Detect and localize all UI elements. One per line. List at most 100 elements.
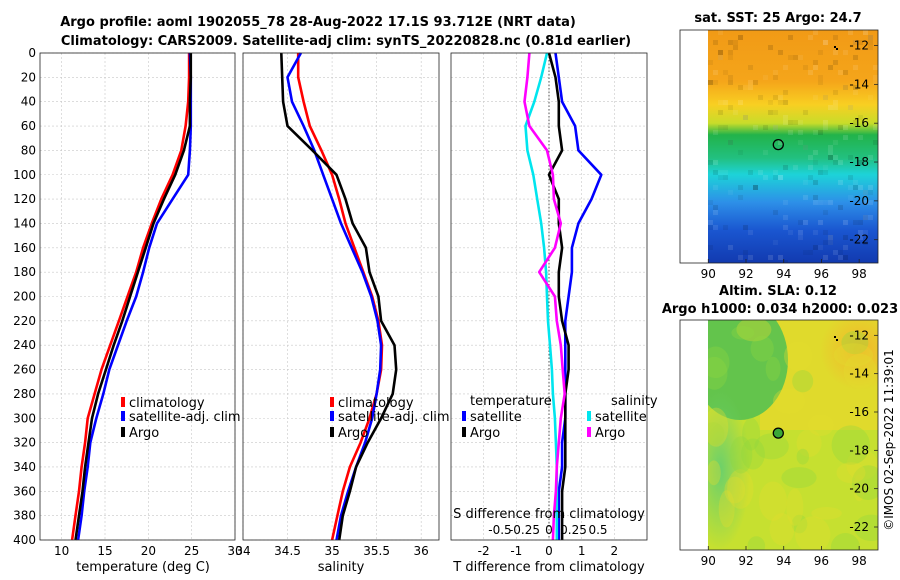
sla-patch — [786, 488, 804, 526]
sst-pixel — [783, 165, 788, 170]
depth-tick-label: 220 — [13, 314, 36, 328]
sst-pixel — [803, 110, 808, 115]
x-tick-label: 15 — [97, 544, 112, 558]
lon-tick-label: 96 — [814, 554, 829, 568]
sst-pixel — [783, 100, 788, 105]
sst-pixel — [758, 170, 763, 175]
sst-pixel — [818, 80, 823, 85]
sla-patch — [708, 460, 721, 486]
sla-map-title-2: Argo h1000: 0.034 h2000: 0.023 — [662, 302, 898, 317]
sst-pixel — [823, 210, 828, 215]
sst-pixel — [748, 255, 753, 260]
sst-pixel — [723, 100, 728, 105]
sst-pixel — [868, 185, 873, 190]
sla-patch — [796, 429, 822, 457]
sst-pixel — [783, 260, 788, 263]
sst-pixel — [728, 75, 733, 80]
x-tick-label: 25 — [184, 544, 199, 558]
s-difference-label: S difference from climatology — [453, 507, 645, 522]
sla-patch — [781, 467, 817, 489]
sst-pixel — [843, 70, 848, 75]
temperature-legend: climatology satellite-adj. clim Argo — [121, 396, 241, 441]
sst-pixel — [818, 130, 823, 135]
sst-pixel — [813, 60, 818, 65]
sla-patch — [841, 330, 869, 355]
sst-pixel — [833, 50, 838, 55]
legend-t-argo: Argo — [470, 426, 500, 441]
salinity-legend: climatology satellite-adj. clim Argo — [330, 396, 450, 441]
sst-pixel — [818, 200, 823, 205]
sst-pixel — [868, 40, 873, 45]
depth-tick-label: 0 — [28, 46, 36, 60]
difference-x-tick-labels: -2 -1 0 1 2 — [478, 544, 618, 558]
sst-pixel — [728, 50, 733, 55]
sst-pixel — [718, 55, 723, 60]
sst-map: sat. SST: 25 Argo: 24.7 -12-14-16-18-20-… — [679, 11, 879, 281]
sst-pixel — [853, 85, 858, 90]
s-difference-tick-labels: -0.5-0.25 0 0.25 0.5 — [488, 523, 607, 537]
sla-field — [708, 320, 878, 550]
x-tick-label: 34 — [235, 544, 250, 558]
x-tick-label: 30 — [227, 544, 242, 558]
sst-pixel — [763, 75, 768, 80]
sla-map-frame — [679, 319, 879, 551]
sst-pixel — [738, 100, 743, 105]
sst-pixel — [783, 215, 788, 220]
sst-pixel — [788, 35, 793, 40]
sst-pixel — [783, 225, 788, 230]
sst-pixel — [818, 245, 823, 250]
sst-pixel — [768, 110, 773, 115]
series-line-t-satellite — [554, 52, 603, 540]
sst-pixel — [738, 35, 743, 40]
sst-pixel — [713, 210, 718, 215]
sst-pixel — [868, 190, 873, 195]
series-line-climatology — [70, 53, 191, 541]
sst-pixel — [863, 190, 868, 195]
sst-pixel — [708, 220, 713, 225]
legend-s-argo: Argo — [595, 426, 625, 441]
lat-tick-label: -20 — [849, 482, 869, 496]
sst-pixel — [848, 105, 853, 110]
sst-pixel — [743, 115, 748, 120]
sst-pixel — [863, 190, 868, 195]
sst-pixel — [813, 150, 818, 155]
sst-pixel — [853, 65, 858, 70]
sst-pixel — [858, 135, 863, 140]
sst-pixel — [828, 150, 833, 155]
sst-pixel — [813, 30, 818, 35]
sst-pixel — [788, 230, 793, 235]
sla-patch — [792, 370, 814, 393]
temperature-x-tick-labels: 10 15 20 25 30 — [54, 544, 243, 558]
salinity-panel: 34 34.5 35 35.5 36 salinity climatology sate… — [235, 52, 450, 575]
lon-tick-label: 90 — [701, 267, 716, 281]
s-tick-label: 0.5 — [588, 523, 607, 537]
lon-tick-label: 96 — [814, 267, 829, 281]
sst-pixel — [823, 95, 828, 100]
sst-pixel — [718, 30, 723, 35]
sst-dot — [836, 48, 838, 50]
series-line-argo — [280, 52, 398, 541]
sst-pixel — [828, 240, 833, 245]
sla-lon-tick-labels: 90 92 94 96 98 — [701, 546, 867, 568]
sst-pixel — [723, 225, 728, 230]
sla-patch — [836, 462, 866, 484]
sst-pixel — [783, 65, 788, 70]
sst-pixel — [808, 155, 813, 160]
lat-tick-label: -14 — [849, 367, 869, 381]
sst-pixel — [863, 215, 868, 220]
sst-pixel — [863, 30, 868, 35]
depth-tick-label: 200 — [13, 290, 36, 304]
sst-pixel — [778, 50, 783, 55]
sst-pixel — [723, 170, 728, 175]
sst-float-marker — [772, 138, 784, 151]
sst-pixel — [858, 40, 863, 45]
legend-swatch-s-satellite — [587, 411, 591, 421]
sla-patch — [754, 433, 789, 460]
sst-pixel — [773, 210, 778, 215]
sla-patch — [853, 474, 866, 502]
sst-pixel — [803, 145, 808, 150]
s-tick-label: -0.5 — [488, 523, 511, 537]
lat-tick-label: -18 — [849, 155, 869, 169]
sst-pixel — [803, 145, 808, 150]
sst-pixel — [863, 215, 868, 220]
